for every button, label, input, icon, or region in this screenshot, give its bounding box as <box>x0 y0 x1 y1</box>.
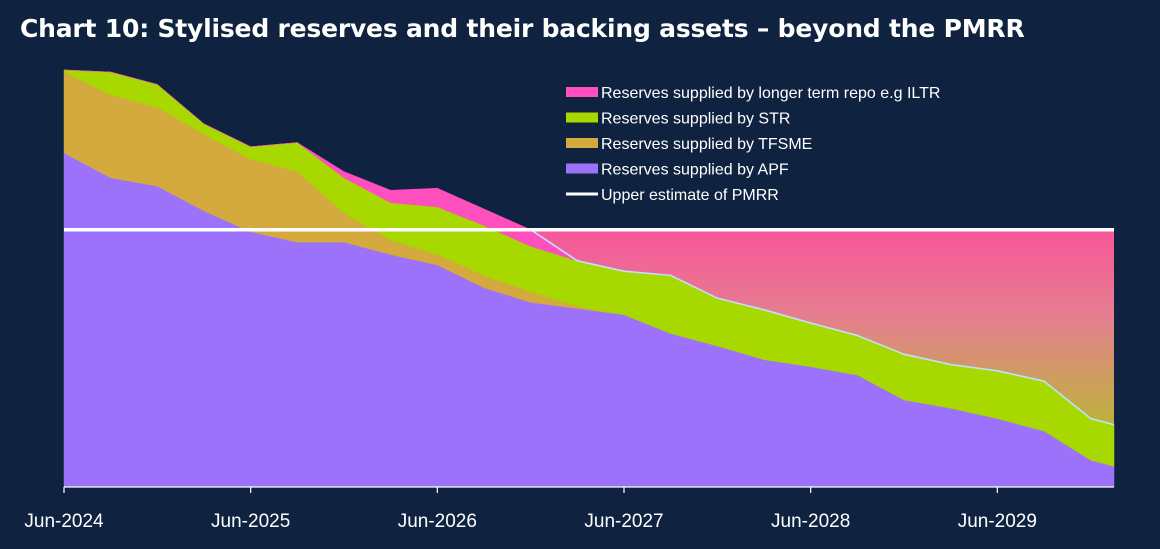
x-axis: Jun-2024 Jun-2025 Jun-2026 Jun-2027 Jun-2028… <box>24 486 1114 532</box>
pmrr-gap-area <box>64 229 1114 425</box>
legend-swatch <box>566 112 598 123</box>
legend-label: Upper estimate of PMRR <box>601 187 779 204</box>
x-tick-label: Jun-2029 <box>958 511 1037 532</box>
x-tick-label: Jun-2026 <box>398 511 477 532</box>
x-tick-label: Jun-2025 <box>211 511 290 532</box>
legend: Reserves supplied by longer term repo e.… <box>566 85 940 204</box>
legend-label: Reserves supplied by longer term repo e.… <box>601 85 940 102</box>
plot-area <box>63 69 1115 488</box>
x-tick-label: Jun-2024 <box>24 511 104 532</box>
legend-label: Reserves supplied by STR <box>601 111 790 128</box>
x-tick-label: Jun-2027 <box>584 511 663 532</box>
legend-swatch <box>566 163 598 174</box>
chart-title: Chart 10: Stylised reserves and their ba… <box>20 14 1025 43</box>
x-tick-label: Jun-2028 <box>771 511 850 532</box>
legend-label: Reserves supplied by APF <box>601 162 789 179</box>
legend-label: Reserves supplied by TFSME <box>601 136 812 153</box>
legend-swatch <box>566 138 598 148</box>
total-supply-outline <box>530 229 1115 426</box>
legend-swatch <box>566 87 598 97</box>
